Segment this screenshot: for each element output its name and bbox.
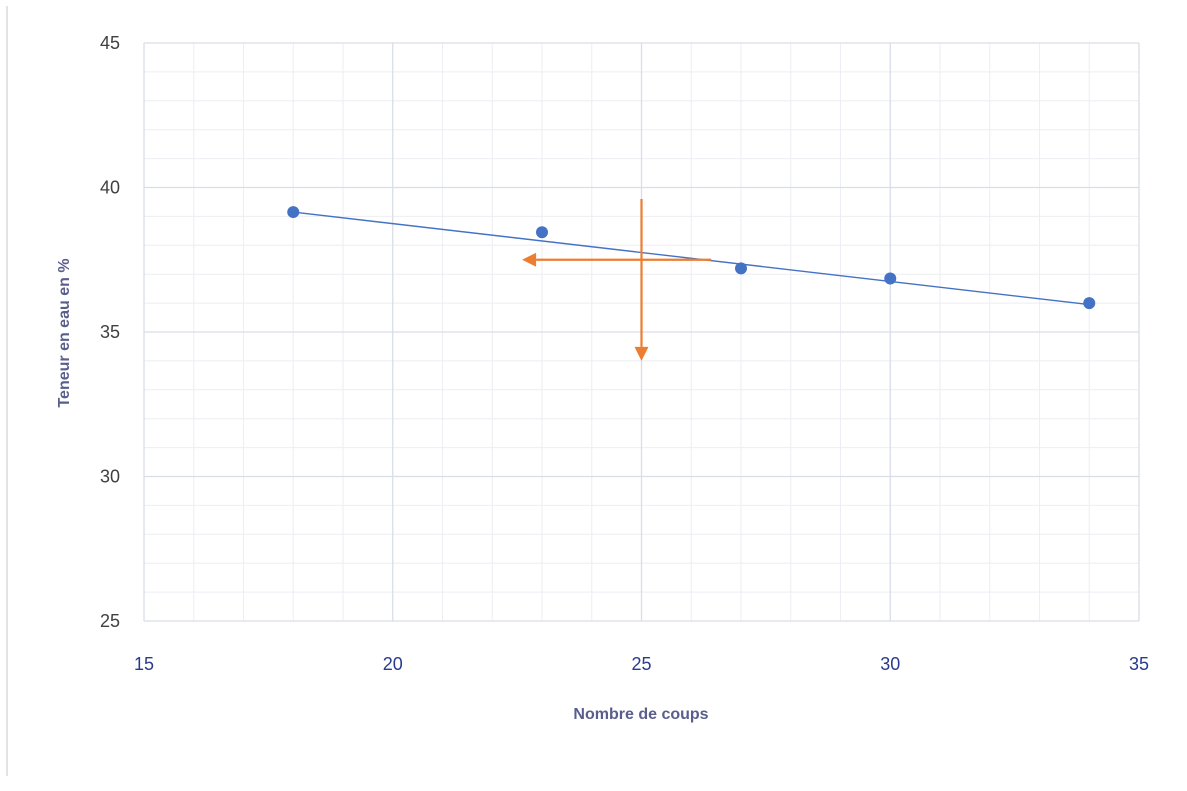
left-border xyxy=(6,6,8,776)
data-point xyxy=(536,226,548,239)
cropped-text-fragment xyxy=(0,0,1187,6)
y-tick-label: 25 xyxy=(100,611,120,631)
data-point xyxy=(884,272,897,285)
data-point xyxy=(1083,297,1096,310)
data-point xyxy=(735,262,747,275)
x-tick-label: 30 xyxy=(880,654,900,674)
y-tick-labels: 25 30 35 40 45 xyxy=(100,33,120,631)
x-tick-label: 20 xyxy=(383,654,403,674)
annotation-arrows xyxy=(522,199,712,361)
linear-trendline xyxy=(293,211,1090,306)
x-tick-label: 25 xyxy=(631,654,651,674)
y-tick-label: 30 xyxy=(100,467,120,487)
data-points xyxy=(287,206,1096,310)
x-tick-label: 15 xyxy=(134,654,154,674)
x-tick-label: 35 xyxy=(1129,654,1149,674)
y-axis-title: Teneur en eau en % xyxy=(56,258,73,407)
y-tick-label: 35 xyxy=(100,322,120,342)
y-tick-label: 40 xyxy=(100,178,120,198)
arrow-head xyxy=(522,252,537,267)
x-tick-labels: 15 20 25 30 35 xyxy=(134,654,1149,674)
x-axis-title: Nombre de coups xyxy=(573,706,708,723)
trendline-group xyxy=(293,211,1090,306)
y-tick-label: 45 xyxy=(100,33,120,53)
data-point xyxy=(287,206,300,219)
arrow-head xyxy=(634,346,649,361)
